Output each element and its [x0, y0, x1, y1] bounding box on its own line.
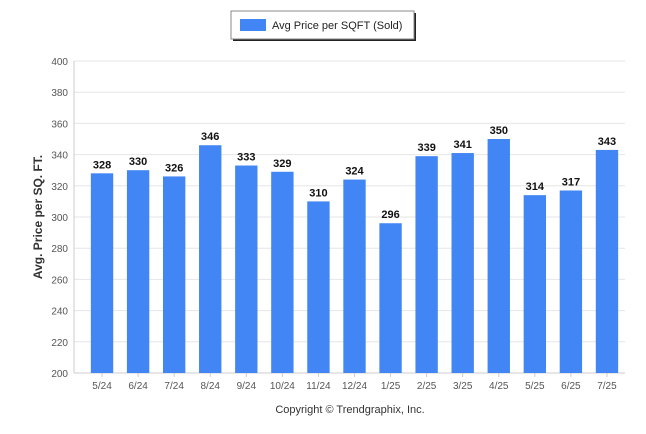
x-tick-label: 6/25: [561, 381, 581, 392]
data-label: 339: [417, 142, 435, 154]
x-tick-label: 5/24: [92, 381, 112, 392]
y-tick-label: 240: [51, 307, 68, 318]
x-tick-label: 10/24: [270, 381, 295, 392]
x-tick-label: 5/25: [525, 381, 545, 392]
bars: [90, 139, 619, 373]
bar: [559, 190, 583, 373]
bar: [126, 170, 150, 373]
x-tick-label: 7/25: [597, 381, 617, 392]
bar: [487, 139, 510, 373]
x-tick-label: 8/24: [200, 381, 220, 392]
data-labels: 328 330 326 346 333 329 310 324 296 339 341 350 314 3…: [93, 125, 616, 221]
bar: [271, 171, 294, 373]
bar: [343, 179, 366, 373]
x-tick-labels: 5/24 6/24 7/24 8/24 9/24 10/24 11/24 12/24 1/25 2…: [92, 373, 617, 392]
data-label: 296: [381, 209, 399, 221]
bar: [595, 149, 619, 373]
bar: [162, 176, 186, 373]
y-tick-label: 400: [51, 57, 68, 68]
data-label: 330: [129, 156, 147, 168]
data-label: 350: [490, 125, 508, 137]
x-tick-label: 2/25: [417, 381, 437, 392]
bar: [379, 223, 402, 373]
y-tick-label: 300: [51, 213, 68, 224]
y-tick-label: 360: [51, 119, 68, 130]
y-tick-label: 260: [51, 275, 68, 286]
x-tick-label: 3/25: [453, 381, 473, 392]
data-label: 314: [526, 181, 545, 193]
data-label: 343: [598, 136, 616, 148]
x-tick-label: 4/25: [489, 381, 509, 392]
data-label: 341: [454, 139, 472, 151]
y-tick-label: 320: [51, 182, 68, 193]
data-label: 310: [309, 187, 327, 199]
legend-swatch: [240, 19, 266, 31]
data-label: 324: [345, 166, 364, 178]
x-tick-label: 12/24: [342, 381, 367, 392]
y-tick-label: 280: [51, 244, 68, 255]
y-tick-label: 200: [51, 369, 68, 380]
data-label: 333: [237, 152, 255, 164]
y-tick-label: 220: [51, 338, 68, 349]
bar: [523, 195, 547, 373]
bar: [415, 156, 438, 373]
legend-label: Avg Price per SQFT (Sold): [272, 20, 402, 32]
y-tick-labels: 200 220 240 260 280 300 320 340 360 380 400: [51, 57, 68, 380]
y-tick-label: 380: [51, 88, 68, 99]
bar: [90, 173, 114, 373]
data-label: 328: [93, 159, 111, 171]
x-tick-label: 7/24: [164, 381, 184, 392]
data-label: 329: [273, 158, 291, 170]
x-tick-label: 1/25: [381, 381, 401, 392]
x-tick-label: 6/24: [128, 381, 148, 392]
data-label: 346: [201, 131, 219, 143]
bar: [199, 145, 222, 373]
x-tick-label: 11/24: [306, 381, 331, 392]
y-tick-label: 340: [51, 151, 68, 162]
copyright-text: Copyright © Trendgraphix, Inc.: [275, 404, 424, 416]
legend: Avg Price per SQFT (Sold): [230, 10, 416, 41]
data-label: 317: [562, 176, 580, 188]
y-axis-title: Avg. Price per SQ. FT.: [31, 155, 45, 279]
bar: [307, 201, 330, 373]
bar: [451, 153, 474, 373]
bar: [235, 165, 258, 373]
x-tick-label: 9/24: [237, 381, 257, 392]
data-label: 326: [165, 162, 183, 174]
